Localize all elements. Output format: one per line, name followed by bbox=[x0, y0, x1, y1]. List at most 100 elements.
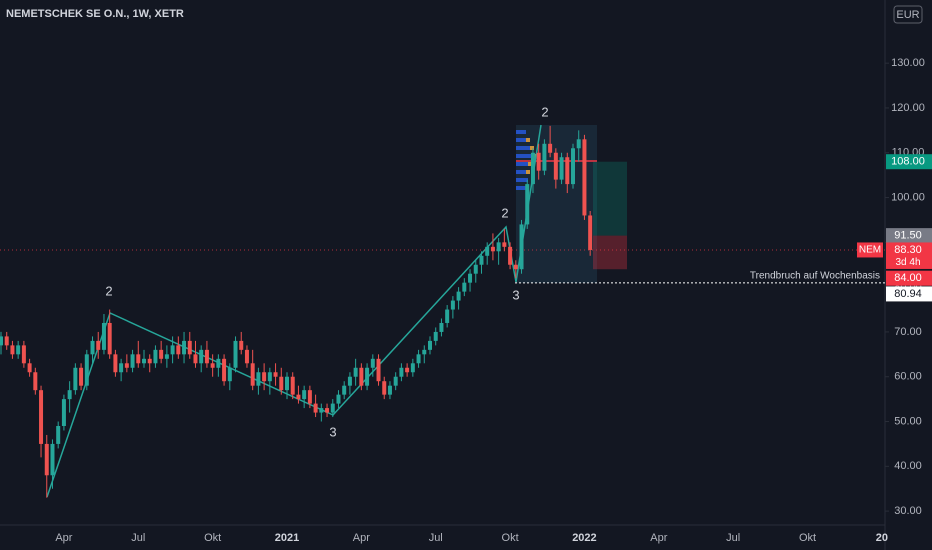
wave-label: 3 bbox=[329, 424, 336, 439]
position-target bbox=[593, 161, 627, 236]
volume-profile-bar bbox=[526, 138, 530, 142]
candle-body bbox=[513, 264, 518, 270]
candle-body bbox=[113, 354, 118, 373]
candle-body bbox=[559, 157, 564, 180]
volume-profile-bar bbox=[516, 178, 528, 182]
candle-body bbox=[39, 390, 44, 444]
candle-body bbox=[548, 143, 553, 153]
candle-body bbox=[450, 300, 455, 310]
candle-body bbox=[239, 340, 244, 350]
candle-body bbox=[473, 264, 478, 274]
candle-body bbox=[233, 340, 238, 368]
position-stop bbox=[593, 235, 627, 270]
candle-body bbox=[353, 367, 358, 377]
candle-body bbox=[285, 376, 289, 391]
candle-body bbox=[96, 340, 101, 350]
candle-body bbox=[182, 340, 187, 355]
candle-body bbox=[90, 340, 95, 355]
candle-body bbox=[536, 152, 541, 171]
candle-body bbox=[456, 291, 461, 301]
candle-body bbox=[307, 390, 312, 404]
volume-profile-bar bbox=[528, 162, 532, 166]
candle-body bbox=[176, 345, 181, 355]
candle-body bbox=[153, 349, 158, 364]
candle-body bbox=[393, 376, 398, 386]
candle-body bbox=[359, 367, 364, 386]
price-label-box bbox=[886, 154, 932, 170]
candle-body bbox=[250, 363, 255, 386]
candle-body bbox=[101, 322, 106, 350]
candle-body bbox=[262, 372, 267, 382]
x-tick-label: Jul bbox=[131, 532, 145, 544]
currency[interactable]: EUR bbox=[896, 9, 919, 21]
price-label-box bbox=[886, 286, 932, 302]
countdown: 3d 4h bbox=[895, 257, 920, 268]
candle-body bbox=[313, 403, 318, 413]
chart-title: NEMETSCHEK SE O.N., 1W, XETR bbox=[6, 8, 184, 20]
candle-body bbox=[588, 215, 593, 250]
volume-profile-bar bbox=[526, 170, 530, 174]
candle-body bbox=[376, 358, 381, 382]
price-label-box bbox=[886, 242, 932, 258]
candle-body bbox=[347, 376, 352, 386]
candle-body bbox=[130, 354, 135, 368]
candle-body bbox=[4, 336, 9, 346]
candle-body bbox=[428, 340, 432, 350]
candle-body bbox=[124, 363, 129, 368]
currency-box[interactable] bbox=[893, 5, 923, 24]
candle-body bbox=[490, 246, 495, 252]
candle-body bbox=[468, 273, 473, 283]
price-label: 80.94 bbox=[894, 288, 922, 300]
candle-body bbox=[279, 376, 284, 391]
y-tick-label: 60.00 bbox=[894, 371, 922, 383]
candle-body bbox=[147, 358, 152, 364]
candle-body bbox=[462, 282, 467, 292]
candle-body bbox=[530, 152, 535, 185]
candle-body bbox=[216, 358, 221, 368]
x-tick-label: Apr bbox=[650, 532, 667, 544]
candle-body bbox=[33, 372, 38, 391]
annotation: Trendbruch auf Wochenbasis bbox=[750, 271, 880, 282]
volume-profile-bar bbox=[516, 154, 536, 158]
candle-body bbox=[0, 336, 3, 346]
candle-body bbox=[336, 394, 341, 404]
candle-body bbox=[382, 381, 387, 395]
y-tick-label: 100.00 bbox=[891, 191, 925, 203]
candle-body bbox=[164, 354, 169, 359]
candle-body bbox=[204, 349, 209, 364]
candle-body bbox=[296, 394, 301, 400]
candle-body bbox=[399, 367, 404, 377]
volume-profile-bar bbox=[516, 130, 526, 134]
candle-body bbox=[227, 367, 232, 382]
candle-body bbox=[267, 372, 272, 382]
x-tick-label: 2021 bbox=[275, 532, 299, 544]
candle-body bbox=[405, 367, 410, 373]
candle-body bbox=[73, 367, 78, 391]
symbol-box bbox=[857, 242, 883, 258]
candle-body bbox=[439, 322, 444, 332]
price-label: 91.50 bbox=[894, 230, 922, 242]
volume-profile-bar bbox=[516, 170, 530, 174]
candle-body bbox=[525, 184, 530, 225]
price-label: 84.00 bbox=[894, 272, 922, 284]
countdown-box bbox=[886, 255, 932, 269]
candle-body bbox=[56, 426, 61, 444]
wave-label: 2 bbox=[541, 104, 548, 119]
price-label-box bbox=[886, 228, 932, 244]
volume-profile-bar bbox=[516, 146, 534, 150]
x-tick-label: Okt bbox=[502, 532, 519, 544]
y-tick-label: 70.00 bbox=[894, 326, 922, 338]
wave-label: 3 bbox=[512, 287, 519, 302]
candle-body bbox=[571, 148, 575, 185]
price-label-box bbox=[886, 270, 932, 286]
candle-body bbox=[10, 345, 15, 355]
candle-body bbox=[16, 345, 21, 355]
x-tick-label: 2022 bbox=[572, 532, 596, 544]
candle-body bbox=[27, 363, 32, 373]
x-tick-label: Jul bbox=[429, 532, 443, 544]
candle-body bbox=[136, 354, 141, 364]
candle-body bbox=[210, 363, 215, 368]
candle-body bbox=[325, 408, 330, 413]
